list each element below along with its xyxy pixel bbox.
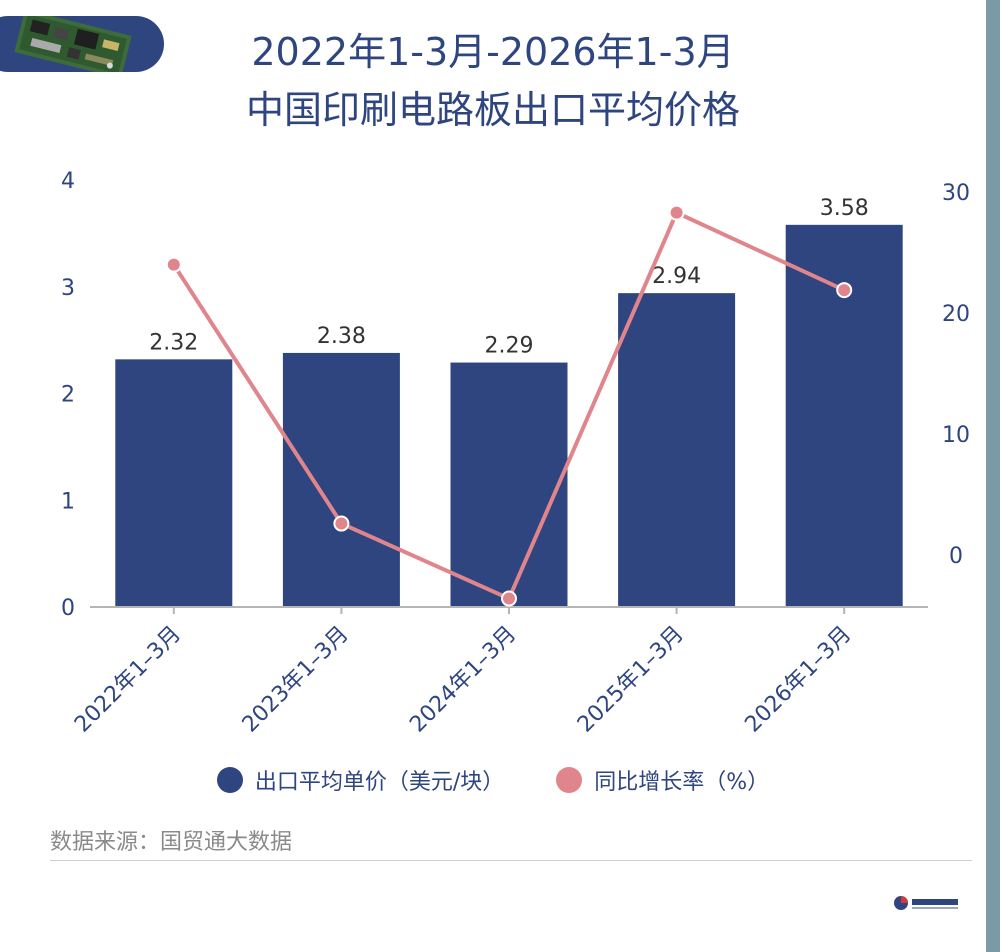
y-left-tick-label: 0	[61, 596, 75, 621]
y-left-tick-label: 2	[61, 383, 75, 408]
growth-rate-point	[165, 256, 182, 273]
x-tick-label: 2023年1–3月	[238, 622, 354, 738]
chart-title-line-2: 中国印刷电路板出口平均价格	[245, 88, 740, 132]
y-right-tick-label: 30	[942, 181, 970, 206]
growth-rate-point	[668, 204, 685, 221]
combo-chart: 0 1 2 3 4 0 10 20 30 2.32 2.38 2.29 2.94 3.58 2022年1–3…	[61, 169, 970, 738]
bar-value-label: 3.58	[820, 196, 869, 221]
y-right-tick-label: 20	[942, 302, 970, 327]
legend-swatch-line	[556, 767, 583, 793]
bar-value-label: 2.32	[149, 330, 198, 355]
bar	[282, 352, 400, 607]
y-left-tick-label: 3	[61, 276, 75, 301]
bar-value-label: 2.29	[485, 334, 534, 359]
x-tick-label: 2024年1–3月	[405, 622, 521, 738]
legend-item-growth: 同比增长率（%）	[556, 764, 769, 796]
source-divider	[50, 860, 972, 861]
x-tick-label: 2025年1–3月	[573, 622, 689, 738]
circuit-board-image	[0, 16, 164, 72]
x-tick-label: 2022年1–3月	[70, 622, 186, 738]
y-right-tick-label: 10	[942, 423, 970, 448]
growth-rate-point	[333, 515, 350, 532]
bar-value-label: 2.38	[317, 324, 366, 349]
legend-label-price: 出口平均单价（美元/块）	[254, 770, 505, 795]
y-right-tick-label: 0	[949, 544, 963, 569]
x-tick-label: 2026年1–3月	[740, 622, 856, 738]
chart-title-line-1: 2022年1-3月-2026年1-3月	[251, 30, 735, 74]
y-left-tick-label: 1	[61, 489, 75, 514]
y-left-tick-label: 4	[61, 169, 75, 194]
brand-logo-icon	[894, 896, 958, 910]
legend-swatch-bar	[216, 767, 243, 793]
bar	[115, 359, 233, 607]
data-source-note: 数据来源：国贸通大数据	[50, 830, 293, 855]
bar	[450, 362, 568, 607]
chart-legend: 出口平均单价（美元/块） 同比增长率（%）	[0, 764, 986, 796]
right-edge-bar	[986, 0, 1000, 952]
growth-rate-point	[836, 282, 853, 299]
legend-label-growth: 同比增长率（%）	[594, 770, 770, 795]
bar-value-label: 2.94	[652, 264, 701, 289]
legend-item-price: 出口平均单价（美元/块）	[216, 764, 505, 796]
bar	[618, 293, 736, 607]
growth-rate-point	[501, 590, 517, 607]
